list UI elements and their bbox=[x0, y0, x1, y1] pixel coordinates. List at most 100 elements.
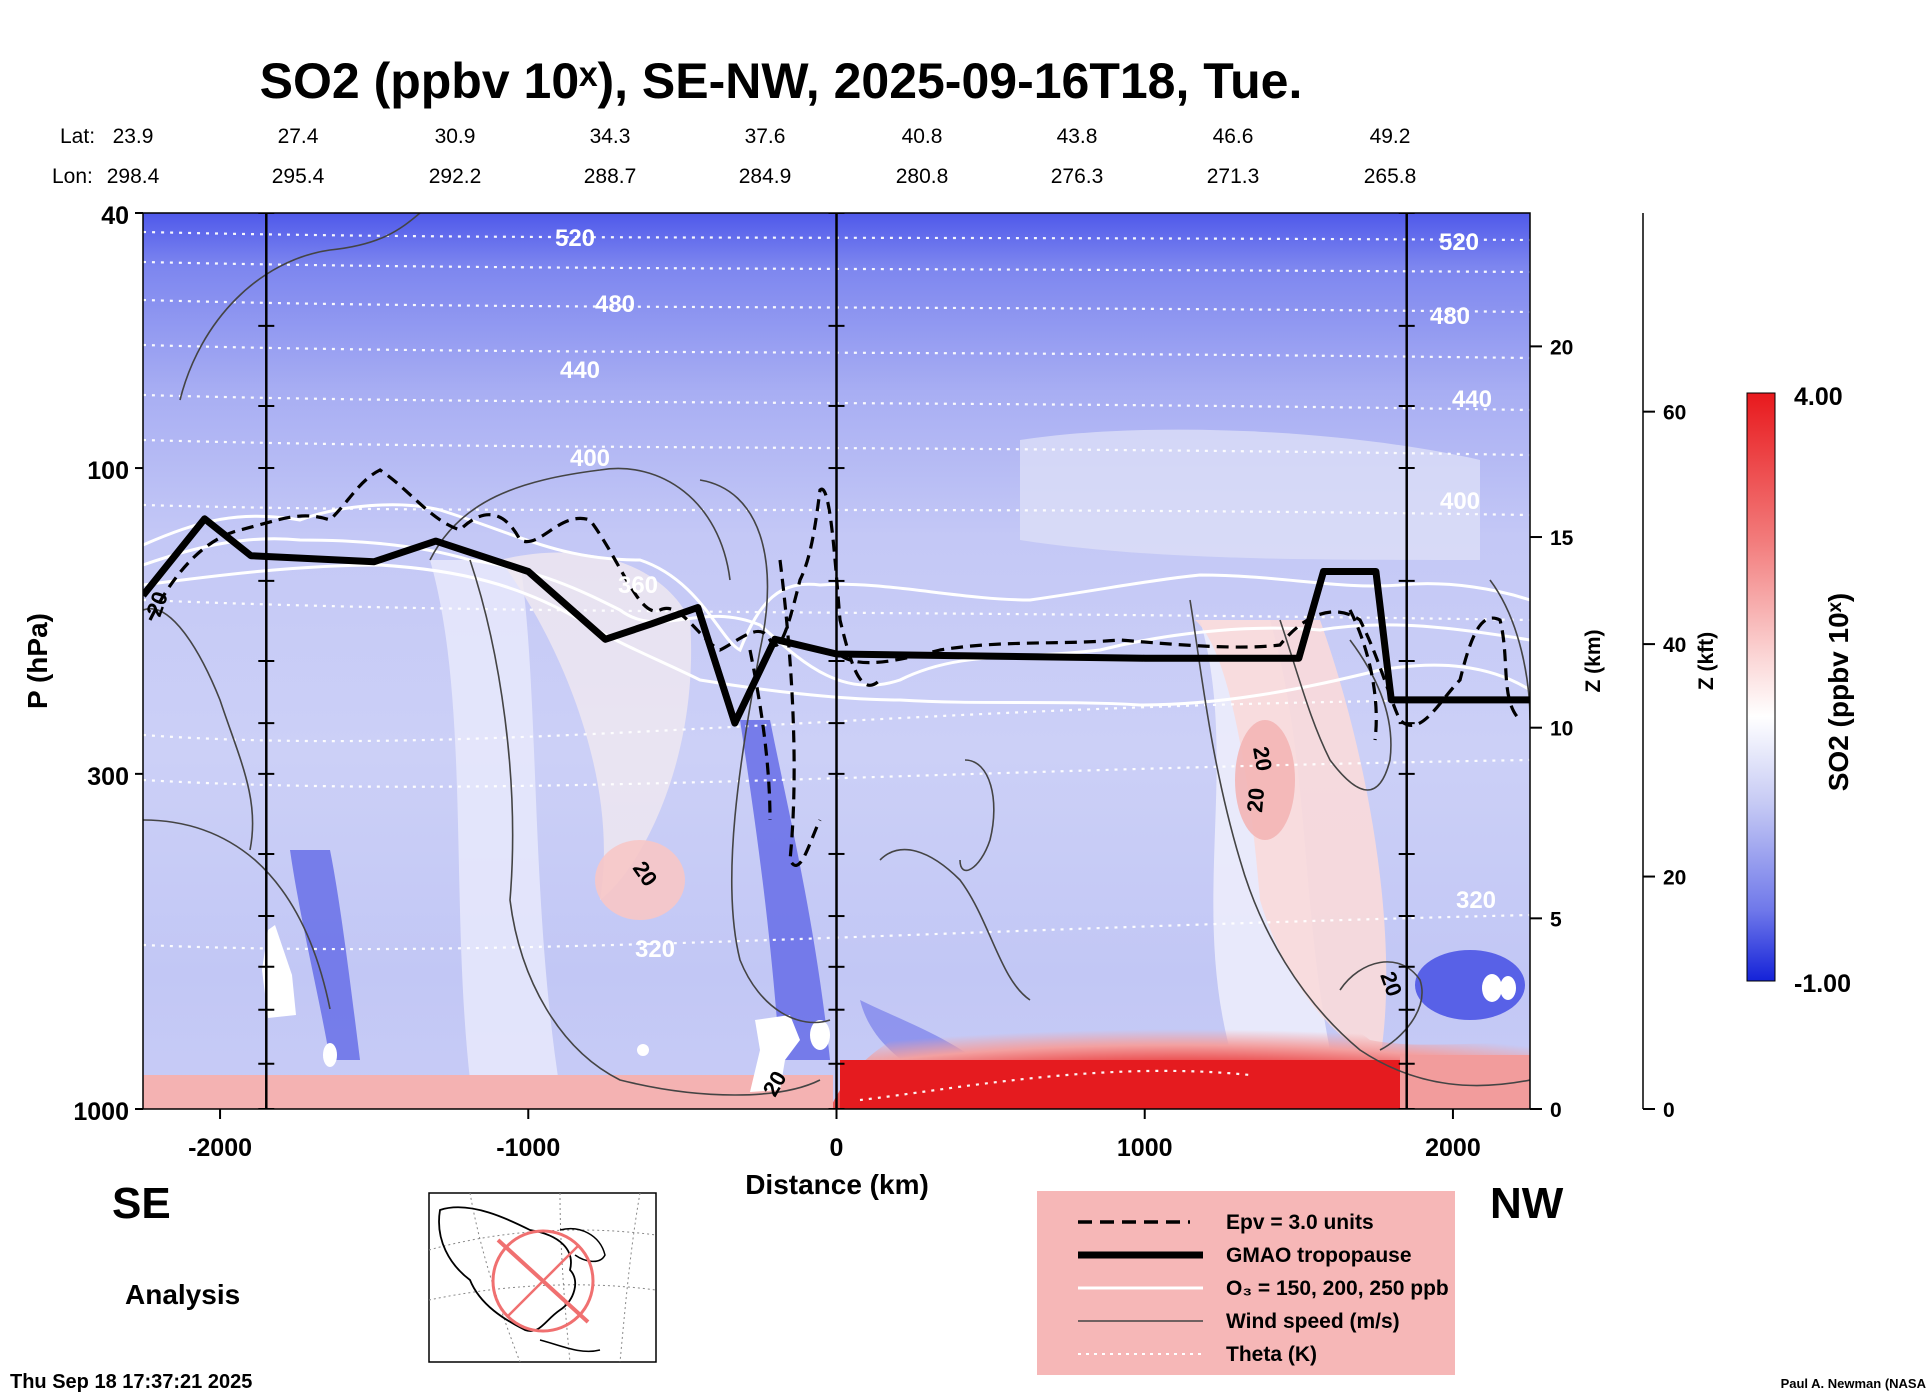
legend-label: GMAO tropopause bbox=[1226, 1244, 1412, 1267]
z-km-tick-label: 0 bbox=[1550, 1099, 1562, 1122]
lon-value: 271.3 bbox=[1207, 165, 1260, 188]
so2-pink-patch bbox=[1235, 720, 1295, 840]
so2-blue-plume bbox=[740, 720, 830, 1060]
theta-isentropes bbox=[143, 230, 1530, 1102]
z-km-tick-label: 15 bbox=[1550, 527, 1574, 550]
theta-label: 520 bbox=[1439, 229, 1479, 256]
x-tick-label: -2000 bbox=[188, 1134, 252, 1162]
colorbar-label: SO2 (ppbv 10ˣ) bbox=[1823, 593, 1854, 792]
credit: Paul A. Newman (NASA bbox=[1781, 1376, 1926, 1391]
lat-value: 30.9 bbox=[435, 125, 476, 148]
theta-label: 480 bbox=[1430, 303, 1470, 330]
so2-pink-patch bbox=[595, 840, 685, 920]
lat-value: 43.8 bbox=[1057, 125, 1098, 148]
so2-pale-region bbox=[500, 552, 692, 900]
wind-label: 20 bbox=[1248, 745, 1277, 773]
x-axis: -2000 -1000 0 1000 2000 bbox=[188, 1109, 1481, 1162]
lat-value: 23.9 bbox=[113, 125, 154, 148]
z-kft-tick-label: 20 bbox=[1663, 867, 1686, 890]
chart-title: SO2 (ppbv 10ˣ), SE-NW, 2025-09-16T18, Tu… bbox=[260, 53, 1303, 109]
analysis-label: Analysis bbox=[125, 1279, 240, 1310]
y-axis: 40 100 300 1000 bbox=[73, 202, 143, 1126]
y-tick-label: 100 bbox=[87, 457, 129, 485]
x-tick-label: 0 bbox=[830, 1134, 844, 1162]
theta-label: 480 bbox=[595, 291, 635, 318]
lat-value: 40.8 bbox=[902, 125, 943, 148]
lat-value: 37.6 bbox=[745, 125, 786, 148]
lon-value: 292.2 bbox=[429, 165, 482, 188]
y-tick-label: 1000 bbox=[73, 1098, 129, 1126]
x-tick-label: 1000 bbox=[1117, 1134, 1173, 1162]
y-axis-label: P (hPa) bbox=[22, 613, 53, 709]
vertical-marker-lines bbox=[258, 213, 1415, 1109]
theta-label: 320 bbox=[635, 936, 675, 963]
colorbar-min-label: -1.00 bbox=[1794, 970, 1851, 998]
nw-label: NW bbox=[1490, 1179, 1564, 1228]
wind-label: 20 bbox=[1242, 787, 1269, 814]
z-kft-tick-label: 0 bbox=[1663, 1099, 1675, 1122]
timestamp: Thu Sep 18 17:37:21 2025 bbox=[10, 1371, 252, 1393]
so2-min-blob bbox=[323, 1043, 337, 1067]
lon-value: 298.4 bbox=[107, 165, 160, 188]
x-tick-label: -1000 bbox=[496, 1134, 560, 1162]
so2-min-blob bbox=[810, 1020, 830, 1050]
theta-label: 520 bbox=[555, 225, 595, 252]
lon-value: 276.3 bbox=[1051, 165, 1104, 188]
z-km-axis: 0 5 10 15 20 bbox=[1530, 336, 1574, 1122]
z-km-tick-label: 10 bbox=[1550, 718, 1573, 741]
so2-min-blob bbox=[750, 1015, 800, 1092]
so2-min-blob bbox=[637, 1044, 649, 1056]
z-km-tick-label: 5 bbox=[1550, 908, 1562, 931]
theta-label: 400 bbox=[1440, 488, 1480, 515]
colorbar-max-label: 4.00 bbox=[1794, 383, 1843, 411]
theta-label: 360 bbox=[618, 572, 658, 599]
lat-value: 27.4 bbox=[278, 125, 319, 148]
theta-label: 440 bbox=[560, 357, 600, 384]
legend: Epv = 3.0 units GMAO tropopause O₃ = 150… bbox=[1037, 1191, 1455, 1375]
theta-label: 320 bbox=[1456, 887, 1496, 914]
y-tick-label: 300 bbox=[87, 763, 129, 791]
theta-label: 400 bbox=[570, 445, 610, 472]
lon-value: 280.8 bbox=[896, 165, 949, 188]
legend-label: Theta (K) bbox=[1226, 1343, 1317, 1366]
lat-lon-header: Lat: Lon: 23.9 27.4 30.9 34.3 37.6 40.8 43.8 46.6… bbox=[52, 125, 1416, 188]
so2-pink-plume bbox=[1195, 620, 1387, 1060]
lon-label: Lon: bbox=[52, 165, 93, 188]
so2-min-blob bbox=[1482, 974, 1502, 1002]
so2-blue-patch bbox=[1415, 950, 1525, 1020]
lat-value: 46.6 bbox=[1213, 125, 1254, 148]
se-label: SE bbox=[112, 1179, 171, 1228]
z-km-axis-label: Z (km) bbox=[1582, 630, 1605, 693]
y-tick-label: 40 bbox=[101, 202, 129, 230]
wind-contours bbox=[143, 213, 1530, 1096]
ozone-contours bbox=[143, 503, 1530, 707]
lon-value: 295.4 bbox=[272, 165, 325, 188]
gmao-tropopause-line bbox=[143, 515, 1530, 727]
so2-pale-region bbox=[430, 560, 560, 1090]
lon-value: 288.7 bbox=[584, 165, 637, 188]
z-kft-tick-label: 40 bbox=[1663, 634, 1686, 657]
lon-value: 284.9 bbox=[739, 165, 792, 188]
legend-label: O₃ = 150, 200, 250 ppb bbox=[1226, 1277, 1449, 1300]
z-kft-axis-label: Z (kft) bbox=[1695, 632, 1718, 690]
x-tick-label: 2000 bbox=[1425, 1134, 1481, 1162]
z-kft-tick-label: 60 bbox=[1663, 402, 1686, 425]
lat-label: Lat: bbox=[60, 125, 95, 148]
legend-label: Epv = 3.0 units bbox=[1226, 1211, 1374, 1234]
legend-label: Wind speed (m/s) bbox=[1226, 1310, 1400, 1333]
z-kft-axis: 0 20 40 60 bbox=[1642, 213, 1686, 1122]
so2-red-surface-base bbox=[840, 1060, 1400, 1109]
lon-value: 265.8 bbox=[1364, 165, 1417, 188]
so2-pink-surface-right bbox=[1400, 1055, 1530, 1109]
so2-pink-surface-left bbox=[143, 1075, 833, 1109]
epv-contours bbox=[148, 468, 1522, 868]
so2-min-blob bbox=[1500, 976, 1516, 1000]
x-axis-label: Distance (km) bbox=[745, 1169, 929, 1200]
theta-label: 440 bbox=[1452, 386, 1492, 413]
colorbar bbox=[1746, 392, 1776, 982]
so2-blue-plume bbox=[290, 850, 360, 1060]
so2-pale-region bbox=[1020, 429, 1480, 560]
z-km-tick-label: 20 bbox=[1550, 336, 1573, 359]
plot-area: 520 480 440 400 360 320 520 480 440 400 … bbox=[143, 213, 1530, 1109]
